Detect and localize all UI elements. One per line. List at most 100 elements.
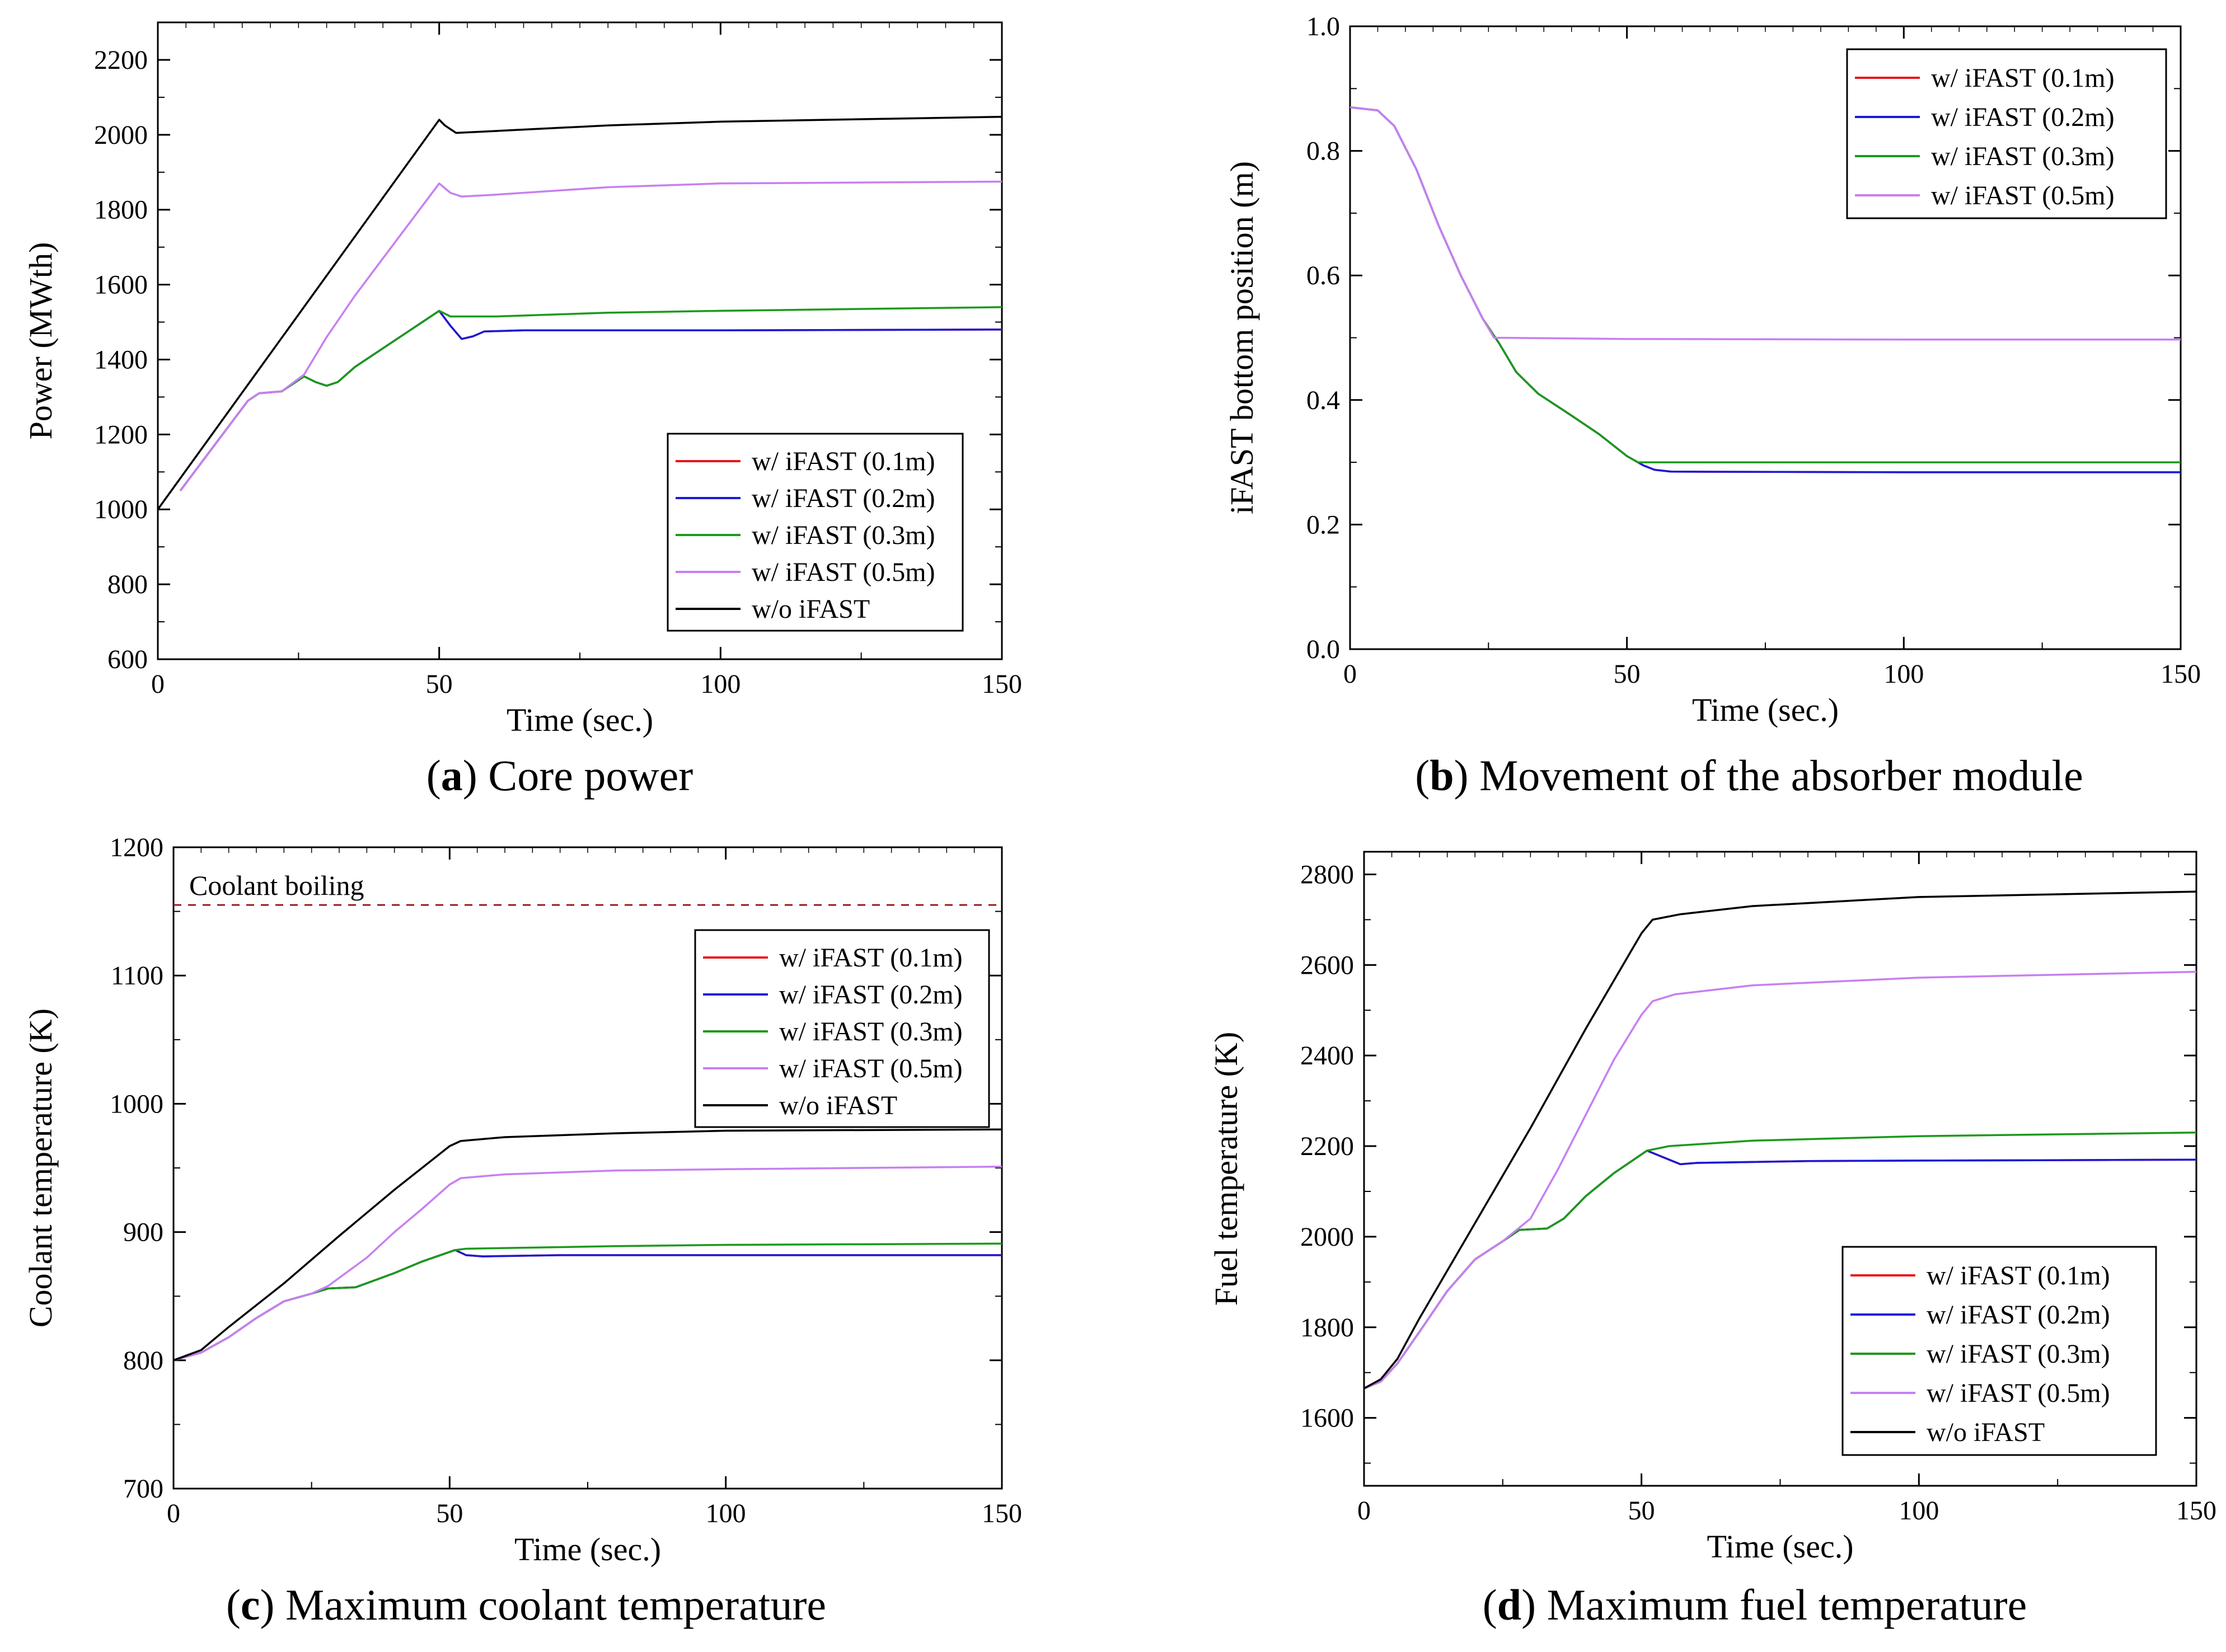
y-axis-label: Fuel temperature (K) <box>1208 1032 1244 1306</box>
y-tick-label: 1000 <box>110 1089 163 1119</box>
series-line-wo-ifast <box>174 1128 1002 1362</box>
y-tick-label: 900 <box>123 1218 163 1247</box>
caption-text: ) Core power <box>463 751 693 800</box>
caption-text: ) Movement of the absorber module <box>1454 751 2083 800</box>
caption-text: ) Maximum fuel temperature <box>1521 1580 2027 1629</box>
legend-entry: w/ iFAST (0.3m) <box>1927 1339 2110 1369</box>
y-tick-label: 1000 <box>94 495 148 524</box>
x-tick-label: 0 <box>167 1499 180 1528</box>
panel-c-coolant-temperature: 0 50 100 150 700 800 900 1000 1100 1200 Time (sec.… <box>22 833 1022 1629</box>
y-tick-label: 1200 <box>110 833 163 862</box>
legend-box <box>1841 1246 2157 1456</box>
legend-entry: w/ iFAST (0.2m) <box>752 484 935 513</box>
caption-open-paren: ( <box>1415 751 1430 800</box>
panel-caption: (c) Maximum coolant temperature <box>226 1580 826 1629</box>
y-tick-label: 800 <box>107 570 148 599</box>
panel-a-core-power: 0 50 100 150 600 800 1000 1200 1400 1600 1800 2000 2… <box>22 21 1022 800</box>
panel-b-absorber-movement: 0 50 100 150 0.0 0.2 0.4 0.6 0.8 1.0 Time (sec.) iF… <box>1224 12 2201 800</box>
coolant-boiling-label: Coolant boiling <box>189 870 364 901</box>
y-tick-label: 1600 <box>94 270 148 300</box>
caption-text: ) Maximum coolant temperature <box>260 1580 827 1629</box>
x-tick-label: 50 <box>1628 1496 1655 1526</box>
y-tick-label: 0.8 <box>1306 137 1340 166</box>
y-tick-label: 2000 <box>94 120 148 150</box>
y-tick-label: 2600 <box>1300 950 1354 980</box>
y-axis-label: iFAST bottom position (m) <box>1224 161 1260 514</box>
series-line-w-ifast-0-5m <box>1364 970 2196 1390</box>
x-tick-label: 100 <box>1899 1496 1939 1526</box>
x-tick-label: 100 <box>706 1499 746 1528</box>
x-tick-label: 150 <box>2161 659 2201 689</box>
x-axis-label: Time (sec.) <box>514 1531 661 1567</box>
caption-open-paren: ( <box>1483 1580 1497 1629</box>
y-tick-label: 1100 <box>111 961 163 991</box>
y-tick-label: 0.0 <box>1306 635 1340 664</box>
series-line-w-ifast-0-5m <box>1350 106 2181 341</box>
y-tick-label: 2200 <box>1300 1132 1354 1161</box>
panel-caption: (a) Core power <box>427 751 693 800</box>
legend-entry: w/ iFAST (0.2m) <box>779 980 963 1010</box>
y-axis-label: Power (MWth) <box>22 242 59 440</box>
x-tick-label: 0 <box>1357 1496 1371 1526</box>
y-tick-label: 2000 <box>1300 1222 1354 1252</box>
y-tick-label: 1800 <box>1300 1313 1354 1343</box>
x-tick-label: 100 <box>700 669 741 699</box>
legend-entry: w/ iFAST (0.3m) <box>752 520 935 550</box>
series-line-w-ifast-0-5m <box>179 180 1002 491</box>
x-tick-label: 0 <box>1343 659 1357 689</box>
x-tick-label: 150 <box>982 669 1022 699</box>
legend-entry: w/ iFAST (0.5m) <box>752 557 935 587</box>
y-tick-label: 1400 <box>94 345 148 374</box>
x-tick-label: 50 <box>1614 659 1641 689</box>
y-tick-label: 800 <box>123 1346 163 1376</box>
legend-entry: w/ iFAST (0.5m) <box>1927 1378 2110 1408</box>
legend-entry: w/o iFAST <box>752 594 870 624</box>
y-tick-label: 2200 <box>94 45 148 75</box>
panel-caption: (b) Movement of the absorber module <box>1415 751 2083 800</box>
legend-entry: w/ iFAST (0.5m) <box>1931 181 2115 210</box>
legend-entry: w/ iFAST (0.1m) <box>752 447 935 476</box>
series-line-w-ifast-0-5m <box>174 1165 1002 1362</box>
y-tick-label: 1600 <box>1300 1404 1354 1433</box>
y-tick-label: 1.0 <box>1306 12 1340 41</box>
x-tick-label: 0 <box>151 669 165 699</box>
caption-letter: b <box>1430 751 1454 800</box>
legend-entry: w/ iFAST (0.2m) <box>1927 1300 2110 1330</box>
y-tick-label: 0.6 <box>1306 261 1340 290</box>
legend-entry: w/o iFAST <box>1927 1418 2045 1447</box>
legend-entry: w/ iFAST (0.1m) <box>1931 63 2115 93</box>
x-tick-label: 50 <box>426 669 453 699</box>
legend-entry: w/ iFAST (0.3m) <box>779 1017 963 1046</box>
x-tick-label: 150 <box>2176 1496 2216 1526</box>
y-tick-label: 700 <box>123 1474 163 1504</box>
legend-entry: w/ iFAST (0.3m) <box>1931 142 2115 171</box>
legend-entry: w/ iFAST (0.1m) <box>1927 1261 2110 1290</box>
y-tick-label: 0.4 <box>1306 386 1340 415</box>
y-tick-label: 2800 <box>1300 860 1354 889</box>
caption-letter: a <box>441 751 463 800</box>
x-tick-label: 150 <box>982 1499 1022 1528</box>
legend-box <box>667 433 964 632</box>
y-tick-label: 2400 <box>1300 1041 1354 1071</box>
legend-entry: w/ iFAST (0.5m) <box>779 1054 963 1083</box>
panel-caption: (d) Maximum fuel temperature <box>1483 1580 2027 1629</box>
x-axis-label: Time (sec.) <box>1692 692 1839 728</box>
caption-open-paren: ( <box>427 751 441 800</box>
y-tick-label: 1800 <box>94 195 148 225</box>
series-line-wo-ifast <box>1364 890 2196 1390</box>
x-axis-label: Time (sec.) <box>1707 1528 1853 1565</box>
legend-entry: w/o iFAST <box>779 1091 897 1120</box>
caption-letter: d <box>1497 1580 1521 1629</box>
x-tick-label: 100 <box>1883 659 1924 689</box>
x-axis-label: Time (sec.) <box>507 702 653 738</box>
caption-open-paren: ( <box>226 1580 241 1629</box>
y-tick-label: 0.2 <box>1306 510 1340 539</box>
series-line-wo-ifast <box>158 115 1002 510</box>
legend-entry: w/ iFAST (0.1m) <box>779 943 963 973</box>
legend-entry: w/ iFAST (0.2m) <box>1931 102 2115 132</box>
x-tick-label: 50 <box>436 1499 463 1528</box>
legend-box <box>694 929 990 1128</box>
y-tick-label: 1200 <box>94 420 148 449</box>
caption-letter: c <box>241 1580 260 1629</box>
